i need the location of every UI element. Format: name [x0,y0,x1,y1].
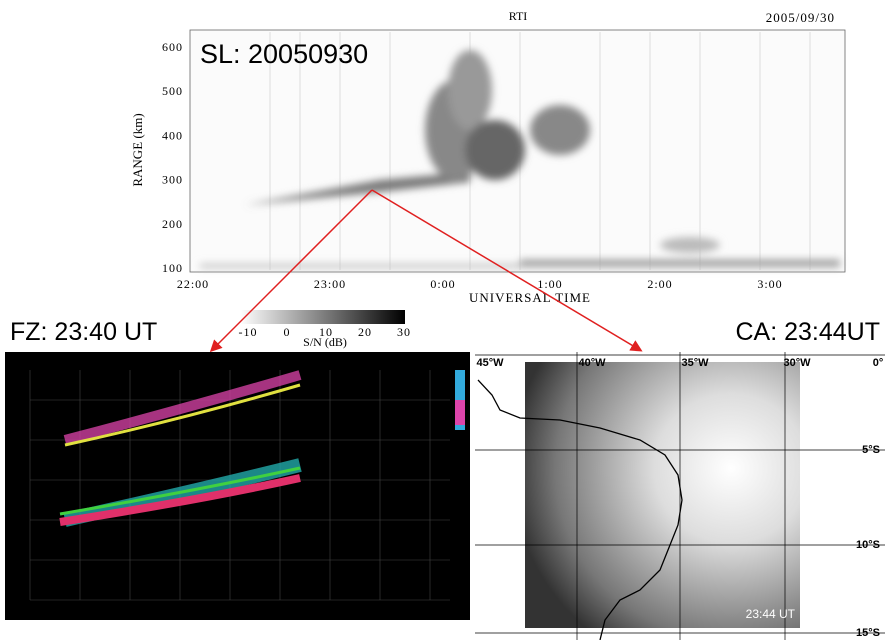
rti-echoes [200,50,840,268]
ca-panel: 45°W 40°W 35°W 30°W 0° 5°S 10°S 15°S 23:44 UT [475,352,885,640]
lat-label: 10°S [856,539,880,551]
colorbar-label: S/N (dB) [303,335,347,349]
lon-label: 30°W [783,357,811,369]
arrow [209,189,373,353]
rti-label: SL: 20050930 [200,39,368,69]
colorbar-tick-label: 30 [397,325,411,339]
lon-label: 35°W [681,357,709,369]
x-tick-label: 0:00 [430,277,455,291]
x-tick-label: 23:00 [314,277,346,291]
y-axis-label: RANGE (km) [130,113,145,186]
rti-streaks [269,32,811,270]
y-tick-label: 200 [162,217,183,231]
x-tick-label: 1:00 [537,277,562,291]
ca-time: 23:44 UT [746,607,796,621]
y-tick-label: 600 [162,40,183,54]
lat-label: 15°S [856,627,880,639]
lon-label: 40°W [578,357,606,369]
lat-label: 5°S [862,444,880,456]
colorbar-tick-label: -10 [239,325,258,339]
y-tick-label: 400 [162,128,183,142]
x-tick-label: 2:00 [647,277,672,291]
x-axis-label: UNIVERSAL TIME [469,290,591,305]
rti-title: RTI [509,9,528,23]
arrow [371,189,643,352]
colorbar [240,310,405,324]
ca-label: CA: 23:44UT [735,318,880,346]
fz-label: FZ: 23:40 UT [10,318,157,346]
y-tick-label: 100 [162,261,183,275]
y-tick-label: 300 [162,173,183,187]
x-tick-label: 22:00 [177,277,209,291]
fz-panel [5,352,470,620]
colorbar-tick-label: 20 [358,325,372,339]
y-tick-label: 500 [162,84,183,98]
lon-label: 45°W [476,357,504,369]
rti-date: 2005/09/30 [766,10,835,25]
rti-panel: RTI 2005/09/30 SL: 20050930 RANGE (km) U… [130,9,846,349]
colorbar-tick-label: 0 [284,325,291,339]
x-tick-label: 3:00 [757,277,782,291]
lon-label: 0° [873,357,884,369]
colorbar-tick-label: 10 [319,325,333,339]
